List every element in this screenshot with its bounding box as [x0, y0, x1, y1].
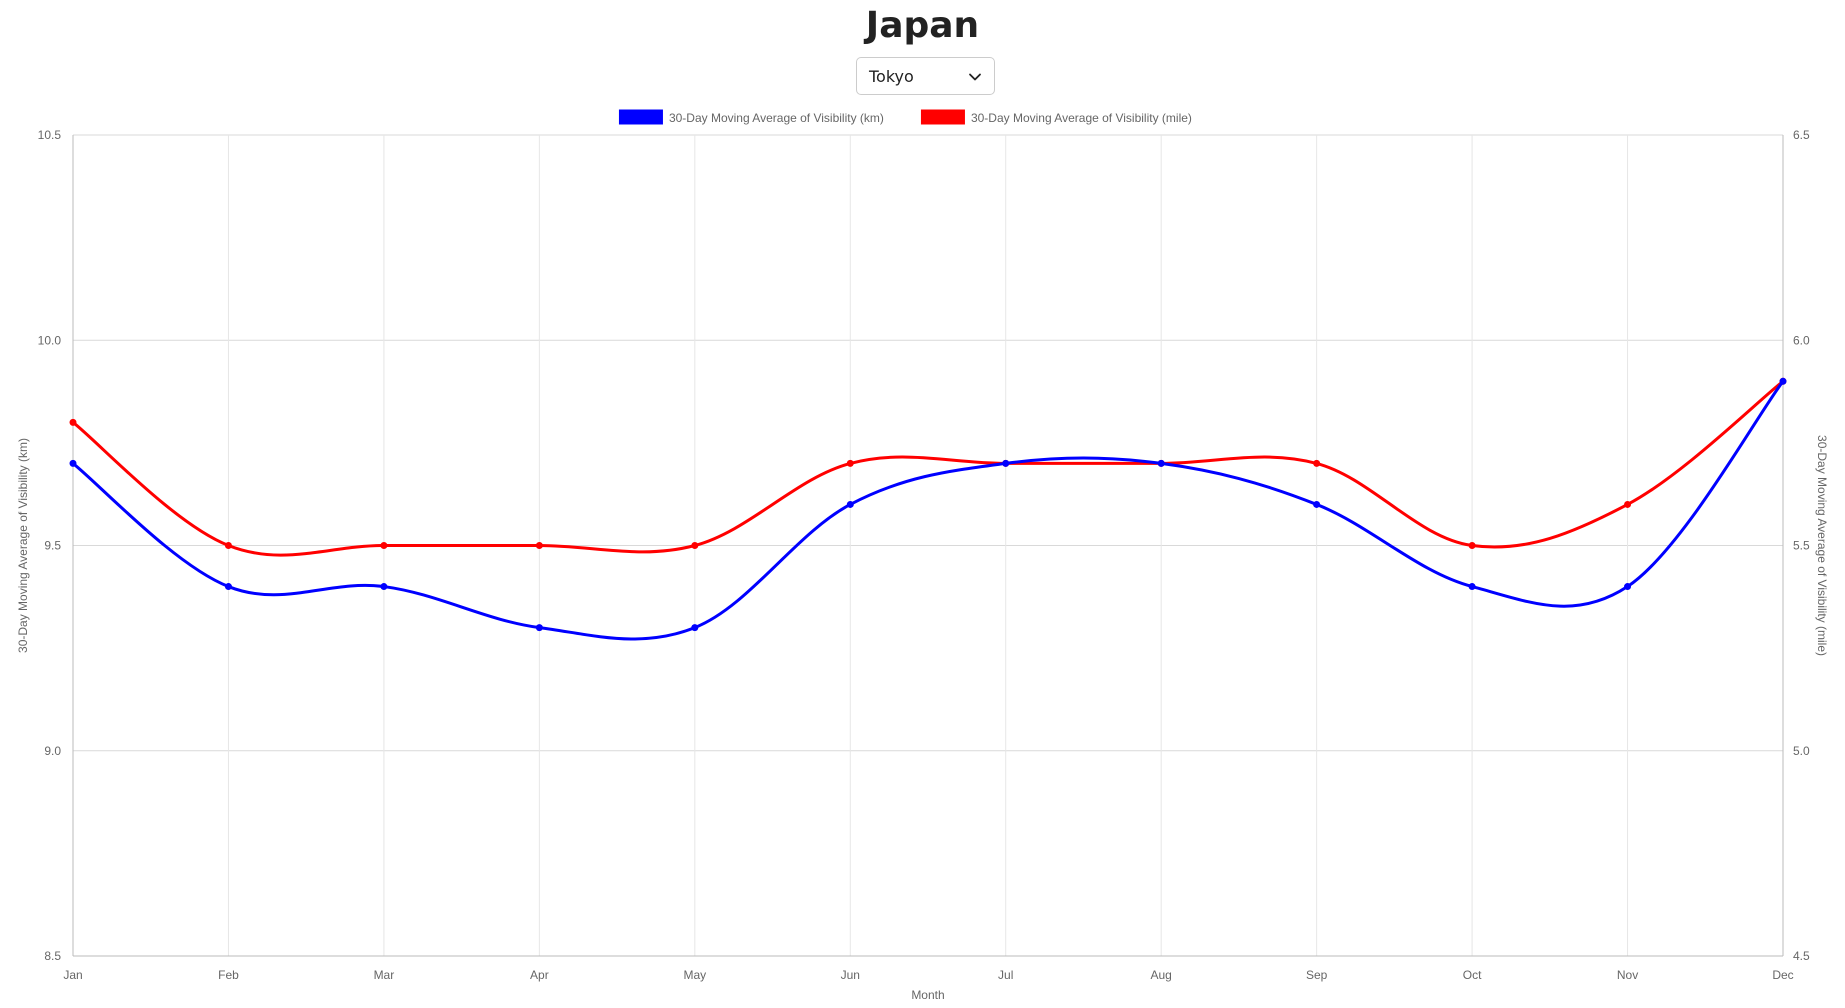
- legend-swatch-mile: [920, 109, 965, 125]
- x-tick-label: Apr: [530, 968, 549, 982]
- data-point-km: [535, 624, 543, 632]
- x-tick-label: Mar: [374, 968, 395, 982]
- y-right-tick-label: 5.5: [1793, 539, 1810, 553]
- y-left-tick-label: 9.0: [44, 744, 61, 758]
- data-point-km: [1779, 377, 1787, 385]
- data-point-mile: [224, 542, 232, 549]
- chevron-down-icon: [968, 70, 982, 89]
- legend-label-km: 30-Day Moving Average of Visibility (km): [669, 111, 884, 125]
- y-left-tick-label: 10.0: [38, 333, 62, 347]
- y-right-tick-label: 4.5: [1793, 949, 1810, 963]
- series-line-km: [72, 380, 1785, 641]
- x-tick-label: Jul: [998, 968, 1013, 982]
- y-right-axis-title: 30-Day Moving Average of Visibility (mil…: [1815, 435, 1829, 656]
- page-title: Japan: [865, 5, 980, 46]
- data-point-km: [224, 583, 232, 591]
- data-point-mile: [380, 542, 388, 549]
- data-point-mile: [1624, 500, 1632, 508]
- x-tick-label: Oct: [1463, 968, 1482, 982]
- y-right-tick-label: 5.0: [1793, 744, 1810, 758]
- x-tick-label: May: [683, 968, 706, 982]
- data-point-mile: [846, 459, 854, 467]
- data-point-km: [1624, 583, 1632, 591]
- data-point-km: [846, 500, 854, 508]
- city-select[interactable]: Tokyo: [856, 57, 995, 95]
- x-tick-label: Aug: [1151, 968, 1172, 982]
- legend-swatch-km: [618, 109, 663, 125]
- data-point-mile: [691, 542, 699, 549]
- x-tick-label: Jan: [63, 968, 82, 982]
- city-select-value: Tokyo: [869, 67, 914, 86]
- data-point-km: [691, 624, 699, 632]
- y-left-axis-title: 30-Day Moving Average of Visibility (km): [16, 438, 30, 653]
- data-point-mile: [1468, 542, 1476, 549]
- x-tick-label: Dec: [1772, 968, 1793, 982]
- x-tick-label: Feb: [218, 968, 239, 982]
- legend-label-mile: 30-Day Moving Average of Visibility (mil…: [971, 111, 1192, 125]
- x-tick-label: Nov: [1617, 968, 1638, 982]
- y-left-tick-label: 8.5: [44, 949, 61, 963]
- series-line-mile: [72, 380, 1784, 557]
- data-point-km: [1157, 459, 1165, 467]
- data-point-km: [1468, 583, 1476, 591]
- y-left-tick-label: 10.5: [38, 128, 62, 142]
- data-point-mile: [535, 542, 543, 549]
- data-point-km: [1313, 500, 1321, 508]
- data-point-mile: [1313, 459, 1321, 467]
- y-right-tick-label: 6.0: [1793, 333, 1810, 347]
- data-point-km: [69, 459, 77, 467]
- y-right-tick-label: 6.5: [1793, 128, 1810, 142]
- data-point-km: [380, 583, 388, 591]
- data-point-mile: [69, 418, 77, 426]
- y-left-tick-label: 9.5: [44, 539, 61, 553]
- data-point-km: [1002, 459, 1010, 467]
- x-axis-title: Month: [911, 988, 944, 1002]
- x-tick-label: Jun: [841, 968, 860, 982]
- x-tick-label: Sep: [1306, 968, 1328, 982]
